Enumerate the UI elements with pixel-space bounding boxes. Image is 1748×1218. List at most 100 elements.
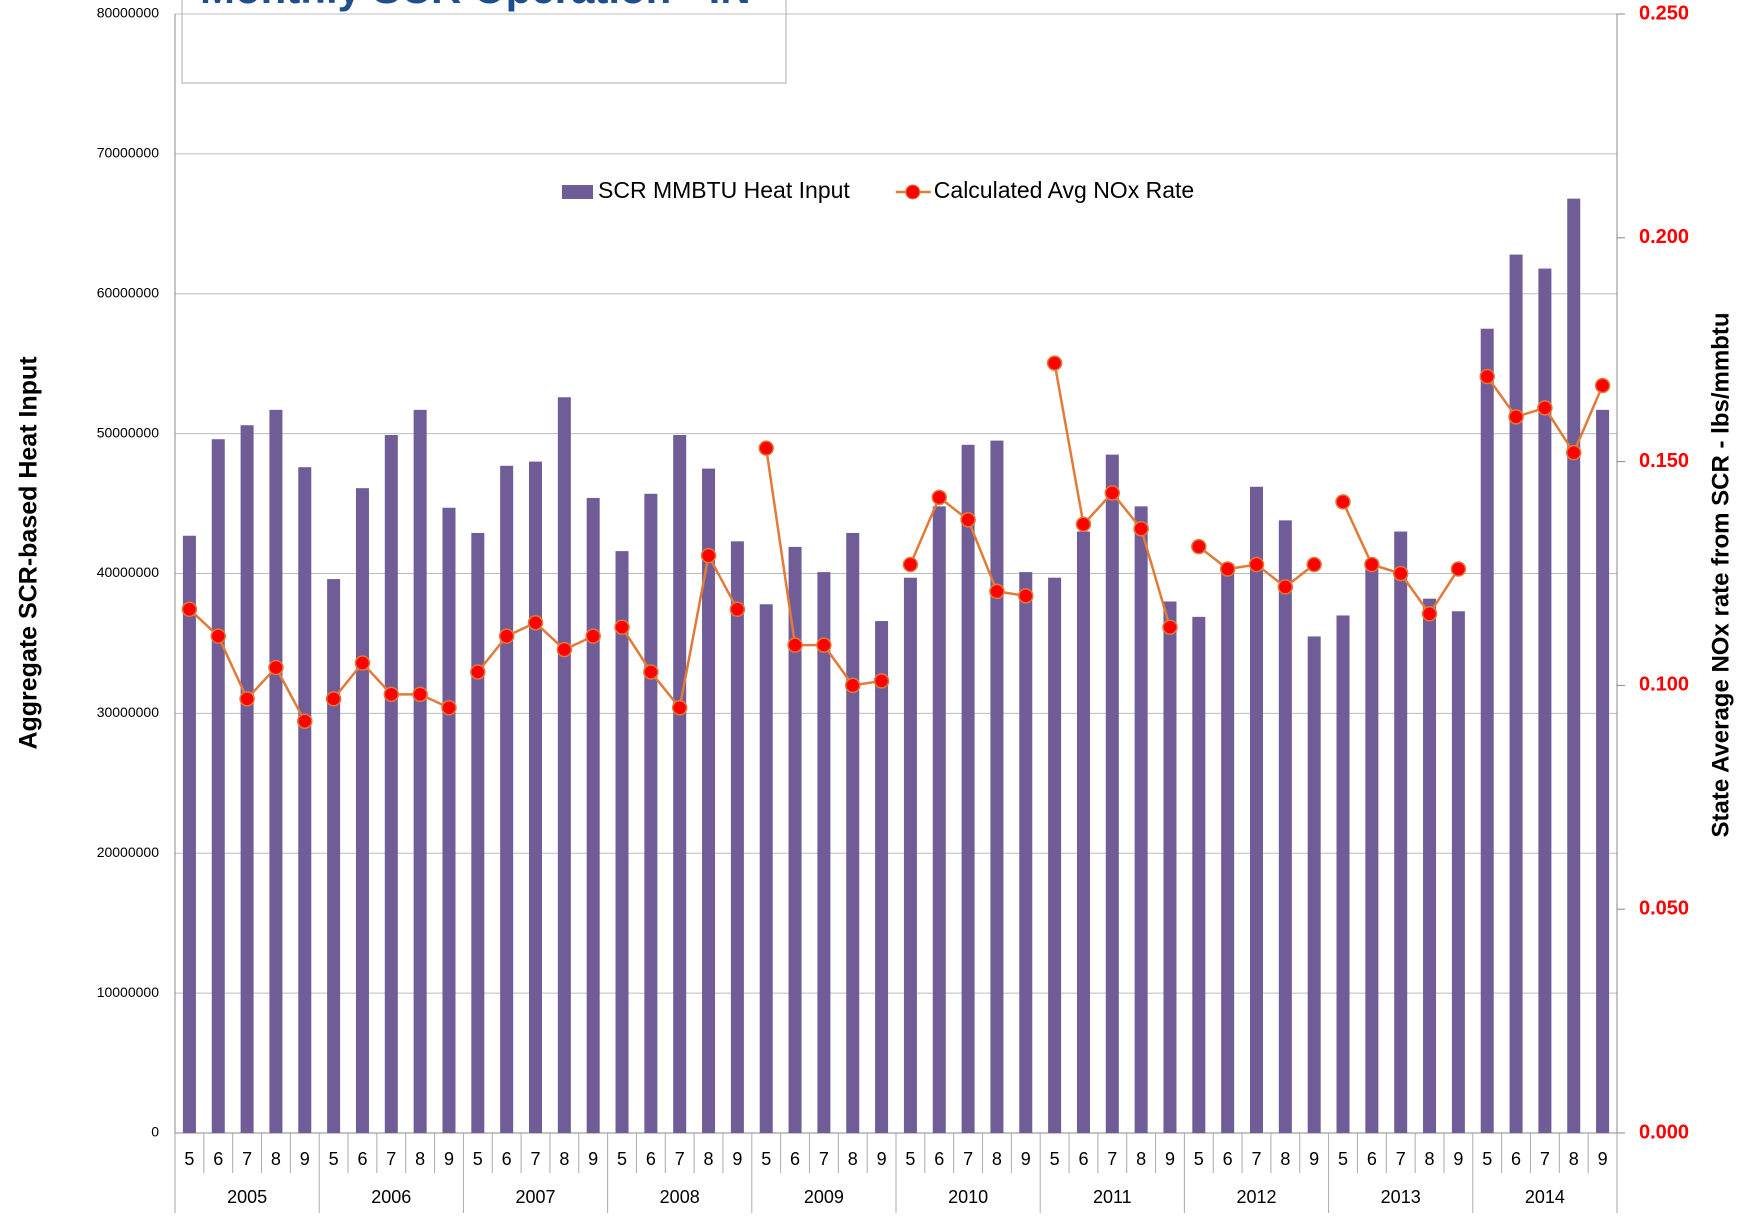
x-tick-label: 8 <box>271 1149 281 1169</box>
y2-tick-label: 0.150 <box>1639 450 1689 472</box>
line-marker <box>700 547 717 564</box>
line-marker <box>643 664 659 680</box>
line-marker <box>210 628 227 644</box>
y2-tick-label: 0.100 <box>1639 674 1689 696</box>
bar <box>1596 409 1610 1133</box>
bar <box>1048 577 1062 1133</box>
x-tick-label: 7 <box>963 1149 973 1169</box>
line-marker <box>1133 520 1149 537</box>
legend-label: Calculated Avg NOx Rate <box>934 177 1194 203</box>
group-label: 2011 <box>1093 1187 1132 1207</box>
x-tick-label: 5 <box>1338 1149 1348 1169</box>
x-tick-label: 6 <box>790 1149 800 1169</box>
bar <box>615 551 629 1133</box>
bar <box>1307 636 1321 1133</box>
bar <box>1250 486 1263 1134</box>
legend-swatch <box>562 185 593 199</box>
x-tick-label: 7 <box>1396 1149 1406 1169</box>
x-tick-label: 9 <box>732 1149 742 1169</box>
bar <box>875 621 889 1133</box>
legend-swatch <box>905 184 921 200</box>
x-tick-label: 6 <box>1511 1149 1521 1169</box>
bar <box>182 535 196 1133</box>
x-tick-label: 9 <box>444 1149 454 1169</box>
bar <box>1451 611 1465 1133</box>
bar <box>442 507 456 1133</box>
line-marker <box>787 637 803 653</box>
line-marker <box>470 664 486 680</box>
bar <box>529 461 542 1134</box>
line-marker <box>1162 619 1178 635</box>
group-label: 2006 <box>371 1187 411 1207</box>
y-tick-label: 20000000 <box>97 844 160 860</box>
line-marker <box>1479 368 1495 385</box>
line-marker <box>268 659 284 676</box>
bar <box>1567 198 1581 1133</box>
bar <box>961 444 975 1133</box>
x-tick-label: 6 <box>646 1149 656 1169</box>
y-tick-label: 80000000 <box>97 5 160 21</box>
line-marker <box>1364 556 1380 573</box>
line-marker <box>1508 409 1524 425</box>
line-marker <box>181 601 198 618</box>
line-marker <box>1421 606 1438 622</box>
x-tick-label: 9 <box>1165 1149 1175 1169</box>
line-marker <box>1075 516 1092 533</box>
title-box <box>181 0 787 84</box>
bar <box>932 506 946 1133</box>
bar <box>817 572 831 1133</box>
x-tick-label: 6 <box>357 1149 367 1169</box>
x-tick-label: 6 <box>1367 1149 1377 1169</box>
x-tick-label: 7 <box>242 1149 252 1169</box>
bar <box>1192 616 1206 1133</box>
line-marker <box>1537 400 1553 416</box>
x-tick-label: 9 <box>588 1149 598 1169</box>
bar <box>903 577 917 1133</box>
x-tick-label: 6 <box>213 1149 223 1169</box>
x-tick-label: 7 <box>1251 1149 1261 1169</box>
bar <box>500 465 514 1133</box>
x-tick-label: 8 <box>848 1149 858 1169</box>
line-marker <box>585 628 601 644</box>
group-label: 2009 <box>804 1187 844 1207</box>
x-tick-label: 5 <box>184 1149 194 1169</box>
line-marker <box>1450 561 1467 577</box>
x-tick-label: 8 <box>1569 1149 1579 1169</box>
x-tick-label: 9 <box>1021 1149 1031 1169</box>
chart-title: Monthly SCR Operation - IN <box>200 0 751 12</box>
y-tick-label: 70000000 <box>97 145 160 161</box>
line-marker <box>614 619 630 635</box>
bar <box>1336 615 1350 1133</box>
x-tick-label: 8 <box>559 1149 569 1169</box>
group-label: 2010 <box>948 1187 988 1207</box>
x-tick-label: 7 <box>1540 1149 1550 1169</box>
bar <box>644 493 658 1133</box>
y2-tick-label: 0.050 <box>1639 897 1689 919</box>
y-axis-label: Aggregate SCR-based Heat Input <box>15 356 43 750</box>
bar <box>1538 268 1552 1133</box>
bar <box>730 541 744 1133</box>
x-tick-label: 5 <box>1194 1149 1204 1169</box>
y2-tick-label: 0.200 <box>1639 226 1689 248</box>
y2-tick-label: 0.250 <box>1639 2 1689 24</box>
y2-tick-label: 0.000 <box>1639 1121 1689 1143</box>
line-marker <box>931 489 948 506</box>
x-tick-label: 9 <box>300 1149 310 1169</box>
line-marker <box>1104 485 1121 501</box>
bar <box>413 409 427 1133</box>
line-marker <box>297 713 313 729</box>
bar <box>990 440 1004 1133</box>
group-label: 2007 <box>515 1187 555 1207</box>
x-tick-label: 9 <box>877 1149 887 1169</box>
bar <box>1365 559 1379 1133</box>
bar <box>471 532 485 1133</box>
line-marker <box>1248 556 1265 573</box>
line-marker <box>1018 588 1034 604</box>
x-tick-label: 6 <box>934 1149 944 1169</box>
bar <box>702 468 716 1133</box>
bar <box>557 397 571 1133</box>
bar <box>1134 506 1148 1133</box>
line-marker <box>844 677 861 694</box>
line-marker <box>527 614 544 631</box>
x-tick-label: 8 <box>1280 1149 1290 1169</box>
